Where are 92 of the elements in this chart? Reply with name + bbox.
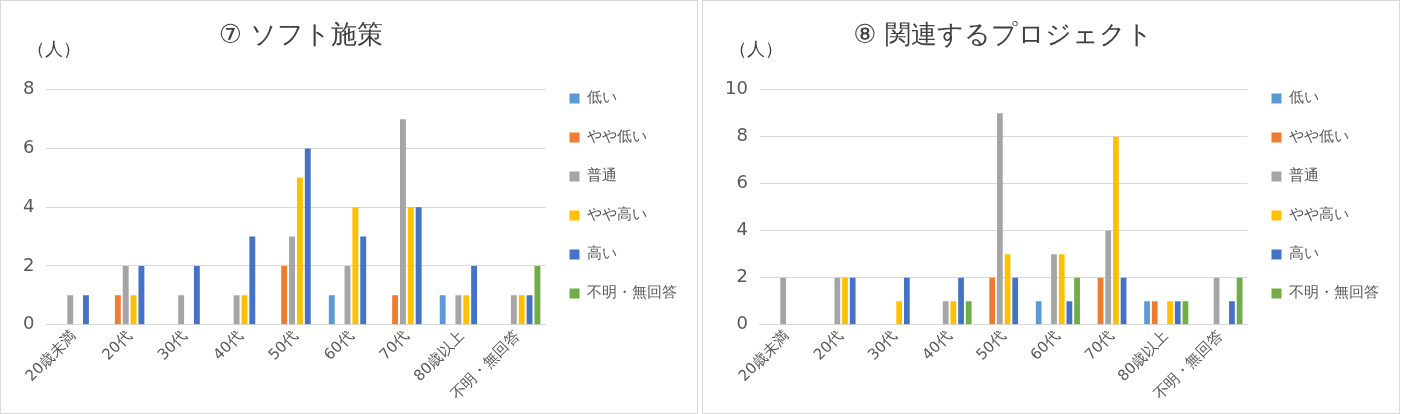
bar xyxy=(1012,277,1019,325)
bar xyxy=(965,301,972,325)
bar xyxy=(942,301,949,325)
bar xyxy=(1051,254,1057,325)
legend-label: 不明・無回答 xyxy=(1289,283,1379,302)
y-tick-label: 2 xyxy=(23,253,35,275)
y-tick-label: 8 xyxy=(23,77,35,99)
x-tick-label: 70代 xyxy=(1080,326,1118,364)
legend-label: 高い xyxy=(1289,244,1319,263)
bar xyxy=(407,207,414,325)
bar xyxy=(842,277,848,325)
x-tick-label: 30代 xyxy=(153,326,191,364)
chart-title: ⑧ 関連するプロジェクト xyxy=(853,19,1153,49)
bar xyxy=(67,295,74,325)
bar xyxy=(178,295,185,325)
bar xyxy=(439,295,446,325)
bar xyxy=(1035,301,1042,325)
bar xyxy=(1113,136,1119,325)
y-axis-title: （人） xyxy=(27,37,81,61)
y-tick-label: 8 xyxy=(736,124,748,146)
bar xyxy=(360,236,367,325)
bar xyxy=(400,119,406,325)
bar xyxy=(780,277,787,325)
y-tick-label: 6 xyxy=(23,136,35,158)
bar xyxy=(249,236,256,325)
bar xyxy=(122,265,129,325)
bar xyxy=(415,207,422,325)
x-tick-label: 50代 xyxy=(972,326,1010,364)
legend-label: 高い xyxy=(587,244,617,263)
bar xyxy=(392,295,399,325)
legend-label: 不明・無回答 xyxy=(587,283,677,302)
x-tick-label: 60代 xyxy=(320,326,358,364)
legend-label: やや低い xyxy=(1289,127,1349,146)
bar xyxy=(114,295,121,325)
bar xyxy=(463,295,470,325)
bar xyxy=(996,113,1003,325)
bar xyxy=(1144,301,1150,325)
bar xyxy=(1058,254,1065,325)
bar xyxy=(233,295,240,325)
chart-title: ⑦ ソフト施策 xyxy=(218,19,384,49)
bar xyxy=(1229,301,1235,325)
bar xyxy=(1174,301,1181,325)
legend-label: やや低い xyxy=(587,127,647,146)
y-tick-label: 6 xyxy=(736,171,748,193)
bar xyxy=(281,265,288,325)
y-tick-label: 0 xyxy=(23,312,35,334)
bar xyxy=(471,265,478,325)
bar xyxy=(903,277,910,325)
legend-label: 普通 xyxy=(1289,166,1319,185)
x-tick-label: 40代 xyxy=(209,326,247,364)
legend-label: 低い xyxy=(587,88,617,107)
bar xyxy=(518,295,525,325)
bar xyxy=(1105,230,1112,325)
x-tick-label: 50代 xyxy=(264,326,302,364)
bar xyxy=(352,207,359,325)
bar xyxy=(1167,301,1173,325)
x-tick-label: 40代 xyxy=(918,326,956,364)
bar xyxy=(304,148,311,325)
bar xyxy=(526,295,533,325)
legend-label: やや高い xyxy=(587,205,647,224)
bar xyxy=(950,301,957,325)
y-tick-label: 10 xyxy=(725,77,748,99)
x-tick-label: 60代 xyxy=(1026,326,1064,364)
bar xyxy=(958,277,964,325)
y-tick-label: 4 xyxy=(736,218,748,240)
legend-label: やや高い xyxy=(1289,205,1349,224)
bar xyxy=(834,277,841,325)
x-tick-label: 20代 xyxy=(98,326,136,364)
bar xyxy=(328,295,335,325)
y-tick-label: 2 xyxy=(736,265,748,287)
bar xyxy=(83,295,89,325)
y-tick-label: 0 xyxy=(736,312,748,334)
x-tick-label: 20代 xyxy=(809,326,847,364)
bar xyxy=(849,277,856,325)
bar xyxy=(510,295,517,325)
bar xyxy=(989,277,996,325)
bar xyxy=(138,265,145,325)
bar xyxy=(534,265,541,325)
bar xyxy=(130,295,137,325)
bar xyxy=(296,177,303,325)
bar xyxy=(1151,301,1158,325)
bar xyxy=(289,236,295,325)
legend-label: 普通 xyxy=(587,166,617,185)
y-axis-title: （人） xyxy=(729,37,783,61)
bar xyxy=(896,301,903,325)
legend-label: 低い xyxy=(1289,88,1319,107)
bar xyxy=(193,265,200,325)
bar xyxy=(455,295,462,325)
y-tick-label: 4 xyxy=(23,194,35,216)
bar xyxy=(1074,277,1080,325)
x-tick-label: 30代 xyxy=(864,326,901,364)
x-tick-label: 70代 xyxy=(375,326,413,364)
